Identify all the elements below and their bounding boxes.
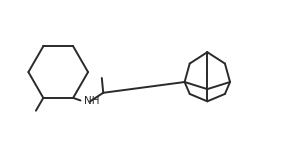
Text: NH: NH	[84, 96, 99, 106]
